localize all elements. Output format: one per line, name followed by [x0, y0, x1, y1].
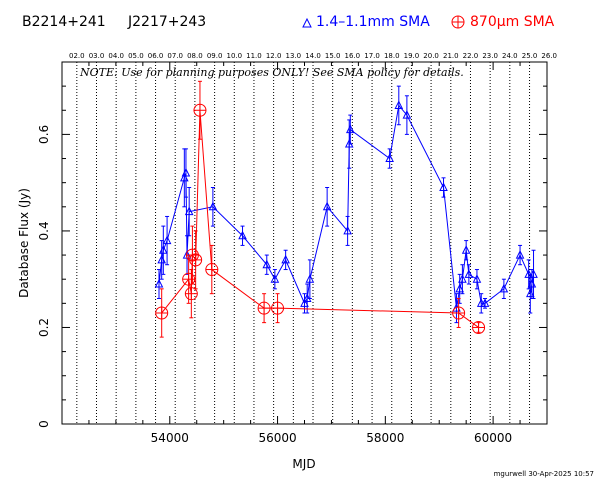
- data-point-circle: [193, 103, 207, 117]
- data-point-triangle: [394, 100, 404, 109]
- legend-blue-label: 1.4–1.1mm SMA: [316, 14, 430, 30]
- data-point-triangle: [208, 201, 218, 211]
- data-point-triangle: [270, 274, 280, 283]
- legend-red: 870µm SMA: [451, 14, 555, 30]
- year-label: 10.0: [226, 52, 242, 60]
- y-axis: 0 0.2 0.4 0.6: [37, 61, 547, 428]
- year-label: 09.0: [207, 52, 223, 60]
- year-label: 18.0: [384, 52, 400, 60]
- data-point-triangle: [154, 278, 164, 288]
- data-point-triangle: [472, 274, 482, 283]
- year-grid: [76, 62, 531, 424]
- data-point-triangle: [262, 259, 272, 269]
- series-triangle: [154, 85, 538, 324]
- year-label: 13.0: [286, 52, 302, 60]
- x-axis-label: MJD: [292, 457, 315, 471]
- y-axis-label: Database Flux (Jy): [17, 188, 31, 298]
- data-point-triangle: [455, 283, 465, 293]
- x-tick-label: 60000: [474, 431, 512, 445]
- footer-credit: mgurwell 30-Apr-2025 10:57: [494, 470, 594, 478]
- legend-blue: 1.4–1.1mm SMA: [302, 14, 430, 30]
- year-label: 05.0: [128, 52, 144, 60]
- data-point-triangle: [305, 274, 315, 283]
- year-label: 20.0: [423, 52, 439, 60]
- data-point-triangle: [162, 235, 172, 245]
- y-tick-label: 0.4: [37, 221, 51, 240]
- data-point-circle: [452, 306, 466, 320]
- year-label: 03.0: [89, 52, 105, 60]
- data-point-triangle: [480, 298, 490, 307]
- data-point-circle: [271, 301, 285, 315]
- data-point-triangle: [464, 269, 474, 278]
- year-label: 23.0: [482, 52, 498, 60]
- y-tick-label: 0: [37, 420, 51, 428]
- data-point-triangle: [529, 269, 538, 278]
- data-point-triangle: [385, 153, 394, 163]
- year-label: 22.0: [463, 52, 479, 60]
- data-point-circle: [155, 306, 169, 320]
- x-tick-label: 56000: [258, 431, 296, 445]
- data-point-triangle: [345, 124, 355, 134]
- series-circle-plus: [155, 80, 486, 338]
- data-point-circle: [184, 287, 198, 301]
- year-label: 16.0: [345, 52, 361, 60]
- year-label: 17.0: [364, 52, 380, 60]
- year-label: 21.0: [443, 52, 459, 60]
- x-tick-label: 54000: [151, 431, 189, 445]
- year-label: 24.0: [502, 52, 518, 60]
- year-label: 02.0: [69, 52, 85, 60]
- planning-note: NOTE: Use for planning purposes ONLY! Se…: [79, 66, 464, 79]
- year-label: 07.0: [167, 52, 183, 60]
- data-point-triangle: [402, 109, 412, 119]
- y-tick-label: 0.2: [37, 318, 51, 337]
- series-layer: [154, 80, 538, 338]
- source-name: B2214+241: [22, 14, 106, 30]
- data-point-triangle: [515, 249, 525, 259]
- alt-source-name: J2217+243: [127, 14, 206, 30]
- year-label: 04.0: [108, 52, 124, 60]
- data-point-triangle: [159, 245, 168, 254]
- year-label: 19.0: [404, 52, 420, 60]
- year-label: 06.0: [148, 52, 164, 60]
- data-point-triangle: [281, 254, 290, 264]
- data-point-circle: [189, 253, 203, 267]
- data-point-triangle: [343, 225, 352, 235]
- plot-frame: [61, 61, 548, 425]
- data-point-triangle: [499, 283, 509, 293]
- year-label: 12.0: [266, 52, 282, 60]
- top-axis-year-labels: 02.0 03.0 04.0 05.0 06.0 07.0 08.0 09.0 10.0 11.0…: [69, 52, 557, 60]
- legend-red-label: 870µm SMA: [470, 14, 555, 30]
- data-point-triangle: [238, 230, 247, 240]
- y-tick-label: 0.6: [37, 125, 51, 144]
- data-point-circle: [205, 263, 219, 277]
- year-label: 14.0: [305, 52, 321, 60]
- x-axis: 54000 56000 58000 60000: [61, 62, 548, 445]
- year-label: 08.0: [187, 52, 203, 60]
- data-point-triangle: [184, 206, 194, 216]
- data-point-triangle: [181, 167, 191, 177]
- data-point-triangle: [458, 274, 467, 283]
- year-label: 15.0: [325, 52, 341, 60]
- year-label: 25.0: [522, 52, 538, 60]
- data-point-circle: [472, 320, 486, 334]
- data-point-triangle: [322, 201, 332, 211]
- legend-triangle-marker: [302, 17, 312, 28]
- data-point-triangle: [461, 245, 471, 254]
- data-point-triangle: [300, 298, 309, 307]
- year-label: 26.0: [541, 52, 557, 60]
- data-point-circle: [257, 301, 271, 315]
- x-tick-label: 58000: [366, 431, 404, 445]
- year-label: 11.0: [246, 52, 262, 60]
- data-point-triangle: [439, 182, 448, 191]
